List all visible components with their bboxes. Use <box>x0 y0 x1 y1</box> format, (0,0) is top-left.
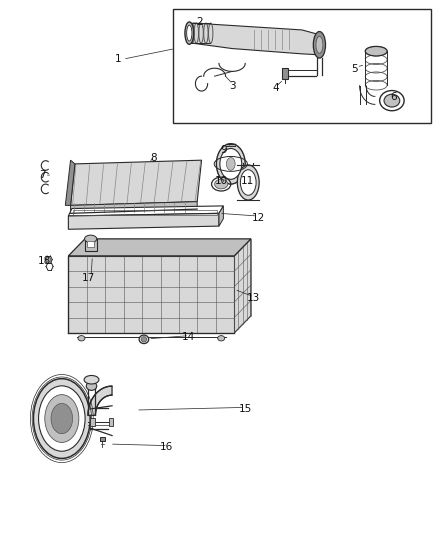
Polygon shape <box>68 239 251 256</box>
Ellipse shape <box>226 158 235 170</box>
Ellipse shape <box>240 169 256 195</box>
Ellipse shape <box>185 22 194 44</box>
Ellipse shape <box>85 235 97 243</box>
Ellipse shape <box>220 149 242 179</box>
Text: 8: 8 <box>150 152 157 163</box>
Ellipse shape <box>45 394 79 442</box>
Text: 14: 14 <box>182 332 195 342</box>
Bar <box>73 209 217 215</box>
Text: 9: 9 <box>220 144 227 155</box>
Text: 18: 18 <box>38 256 51 266</box>
Polygon shape <box>234 239 251 333</box>
Ellipse shape <box>313 31 325 58</box>
Ellipse shape <box>316 36 323 53</box>
Ellipse shape <box>84 375 99 384</box>
Ellipse shape <box>33 378 90 458</box>
Ellipse shape <box>237 165 259 200</box>
Bar <box>100 437 105 441</box>
Text: 17: 17 <box>81 273 95 283</box>
Text: 4: 4 <box>272 83 279 93</box>
Ellipse shape <box>215 179 228 189</box>
Text: 13: 13 <box>247 293 261 303</box>
Polygon shape <box>68 206 223 216</box>
Ellipse shape <box>86 382 97 390</box>
Text: 3: 3 <box>229 81 235 91</box>
Polygon shape <box>219 206 223 226</box>
Text: 16: 16 <box>160 442 173 452</box>
Text: 11: 11 <box>241 176 254 187</box>
Ellipse shape <box>51 403 73 434</box>
Text: 5: 5 <box>351 64 358 74</box>
Polygon shape <box>88 386 112 415</box>
Bar <box>109 418 113 426</box>
Ellipse shape <box>218 336 225 341</box>
Polygon shape <box>68 256 234 333</box>
Text: 15: 15 <box>239 404 252 414</box>
Ellipse shape <box>216 144 245 184</box>
Bar <box>85 239 97 251</box>
Ellipse shape <box>39 386 85 451</box>
Bar <box>90 418 95 426</box>
Ellipse shape <box>365 46 387 56</box>
Polygon shape <box>71 160 201 205</box>
Text: 6: 6 <box>390 92 397 102</box>
Ellipse shape <box>78 336 85 341</box>
Bar <box>173 9 431 123</box>
Bar <box>87 241 94 247</box>
Ellipse shape <box>384 94 400 107</box>
Ellipse shape <box>139 335 149 344</box>
Ellipse shape <box>187 25 192 41</box>
Text: 10: 10 <box>215 176 228 187</box>
Text: 1: 1 <box>115 54 122 64</box>
Polygon shape <box>65 160 75 205</box>
Ellipse shape <box>141 337 147 342</box>
Polygon shape <box>71 201 197 213</box>
Text: 12: 12 <box>252 213 265 223</box>
Text: 7: 7 <box>39 170 46 180</box>
Ellipse shape <box>315 34 324 55</box>
Polygon shape <box>68 213 219 229</box>
Text: 2: 2 <box>196 17 203 27</box>
Polygon shape <box>193 23 321 55</box>
Bar <box>283 68 288 79</box>
Ellipse shape <box>46 257 51 262</box>
